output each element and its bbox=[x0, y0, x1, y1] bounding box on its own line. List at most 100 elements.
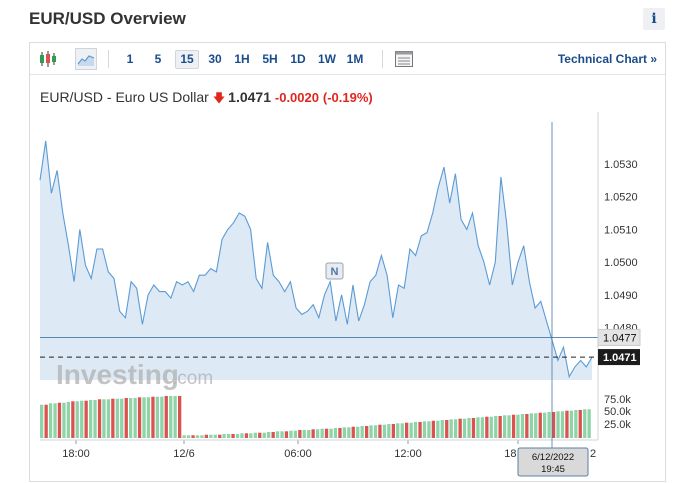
price-change: -0.0020 bbox=[274, 90, 319, 105]
candlestick-icon[interactable] bbox=[37, 48, 59, 70]
volume-bar bbox=[253, 432, 257, 438]
technical-chart-link[interactable]: Technical Chart » bbox=[557, 52, 657, 66]
info-button[interactable]: i bbox=[643, 8, 665, 30]
volume-bar bbox=[378, 424, 382, 438]
volume-bar bbox=[227, 434, 231, 438]
volume-bar bbox=[48, 403, 53, 438]
timeframe-1m[interactable]: 1M bbox=[346, 52, 364, 66]
timeframe-1d[interactable]: 1D bbox=[290, 52, 306, 66]
volume-bar bbox=[231, 434, 235, 438]
timeframe-1h[interactable]: 1H bbox=[234, 52, 250, 66]
volume-bar bbox=[583, 409, 587, 438]
price-area-fill bbox=[40, 140, 592, 380]
volume-bar bbox=[324, 428, 329, 438]
volume-bar bbox=[436, 420, 440, 438]
volume-bar bbox=[360, 426, 364, 438]
timeframe-30[interactable]: 30 bbox=[208, 52, 222, 66]
y-tick-label: 1.0490 bbox=[604, 290, 638, 302]
volume-bar bbox=[218, 434, 222, 438]
instrument-name: EUR/USD - Euro US Dollar bbox=[40, 89, 209, 105]
volume-bar bbox=[525, 414, 529, 438]
volume-bar bbox=[155, 396, 159, 438]
news-marker[interactable] bbox=[325, 262, 344, 280]
investing-watermark-suffix: .com bbox=[172, 368, 213, 389]
volume-bar bbox=[249, 433, 253, 438]
volume-bar bbox=[213, 434, 217, 438]
volume-bar bbox=[102, 399, 106, 438]
y-tick-label: 1.0520 bbox=[604, 192, 638, 204]
volume-bar bbox=[494, 416, 498, 438]
crosshair-date-label: 6/12/2022 bbox=[532, 452, 574, 463]
current-price-label: 1.0471 bbox=[603, 352, 637, 364]
volume-bar bbox=[137, 397, 142, 438]
volume-bar bbox=[93, 400, 97, 438]
volume-bar bbox=[342, 427, 346, 438]
chart-widget: 1 5 15 30 1H 5H 1D 1W 1M Technical Chart… bbox=[29, 42, 666, 482]
volume-bar bbox=[569, 410, 573, 438]
volume-bar bbox=[84, 400, 88, 438]
y-tick-label: 1.0530 bbox=[604, 159, 638, 171]
volume-bar bbox=[338, 428, 342, 438]
volume-bar bbox=[53, 403, 57, 438]
volume-bar bbox=[422, 421, 427, 438]
investing-watermark: Investing bbox=[56, 359, 179, 390]
volume-bar bbox=[129, 398, 133, 438]
volume-bar bbox=[244, 433, 249, 438]
volume-bar bbox=[538, 412, 542, 438]
volume-bar bbox=[298, 430, 302, 438]
y-tick-label: 1.0500 bbox=[604, 257, 638, 269]
x-tick-label: 12/6 bbox=[173, 448, 194, 460]
volume-bar bbox=[391, 424, 395, 438]
chart-toolbar: 1 5 15 30 1H 5H 1D 1W 1M Technical Chart… bbox=[30, 43, 665, 75]
timeframe-5[interactable]: 5 bbox=[154, 52, 162, 66]
x-tick-label: 18:00 bbox=[62, 448, 90, 460]
volume-bar bbox=[382, 424, 387, 438]
volume-bar bbox=[133, 398, 137, 438]
volume-bar bbox=[489, 416, 493, 438]
volume-bar bbox=[462, 418, 467, 438]
volume-bar bbox=[40, 404, 44, 438]
timeframe-5h[interactable]: 5H bbox=[262, 52, 278, 66]
toolbar-divider bbox=[382, 50, 383, 68]
timeframe-15[interactable]: 15 bbox=[175, 50, 199, 69]
volume-bar bbox=[302, 430, 306, 438]
volume-bar bbox=[373, 425, 378, 438]
price-change-percent: (-0.19%) bbox=[322, 90, 373, 105]
page-title: EUR/USD Overview bbox=[29, 9, 186, 28]
volume-bar bbox=[347, 427, 351, 438]
timeframe-1[interactable]: 1 bbox=[126, 52, 134, 66]
volume-bar bbox=[71, 401, 75, 438]
chart-settings-icon[interactable] bbox=[393, 48, 415, 70]
area-chart-icon[interactable] bbox=[75, 48, 97, 70]
volume-bar bbox=[387, 424, 391, 438]
volume-bar bbox=[440, 420, 444, 438]
volume-bar bbox=[529, 413, 533, 438]
crosshair-time-tag bbox=[517, 447, 589, 477]
volume-bar bbox=[160, 396, 164, 438]
volume-bar bbox=[191, 435, 195, 438]
volume-bar bbox=[182, 435, 186, 438]
volume-bar bbox=[498, 416, 502, 438]
volume-bar bbox=[485, 416, 489, 438]
volume-bar bbox=[503, 415, 507, 438]
volume-bar bbox=[235, 434, 240, 438]
volume-bar bbox=[169, 396, 173, 438]
volume-bar bbox=[57, 402, 62, 438]
volume-bar bbox=[146, 397, 151, 438]
down-arrow-icon: 🡇 bbox=[212, 91, 226, 105]
volume-bar bbox=[293, 430, 297, 438]
volume-bar bbox=[369, 425, 373, 438]
volume-bar bbox=[418, 422, 422, 438]
volume-tick-label: 50.0k bbox=[604, 406, 631, 418]
x-tick-label: 12:00 bbox=[394, 448, 422, 460]
volume-bar bbox=[431, 420, 435, 438]
volume-bar bbox=[551, 412, 556, 438]
volume-bar bbox=[427, 421, 431, 438]
timeframe-1w[interactable]: 1W bbox=[318, 52, 336, 66]
x-tick-label: 06:00 bbox=[284, 448, 312, 460]
volume-bar bbox=[565, 410, 569, 438]
volume-bar bbox=[142, 397, 146, 438]
volume-bar bbox=[405, 422, 409, 438]
volume-bar bbox=[275, 431, 280, 438]
